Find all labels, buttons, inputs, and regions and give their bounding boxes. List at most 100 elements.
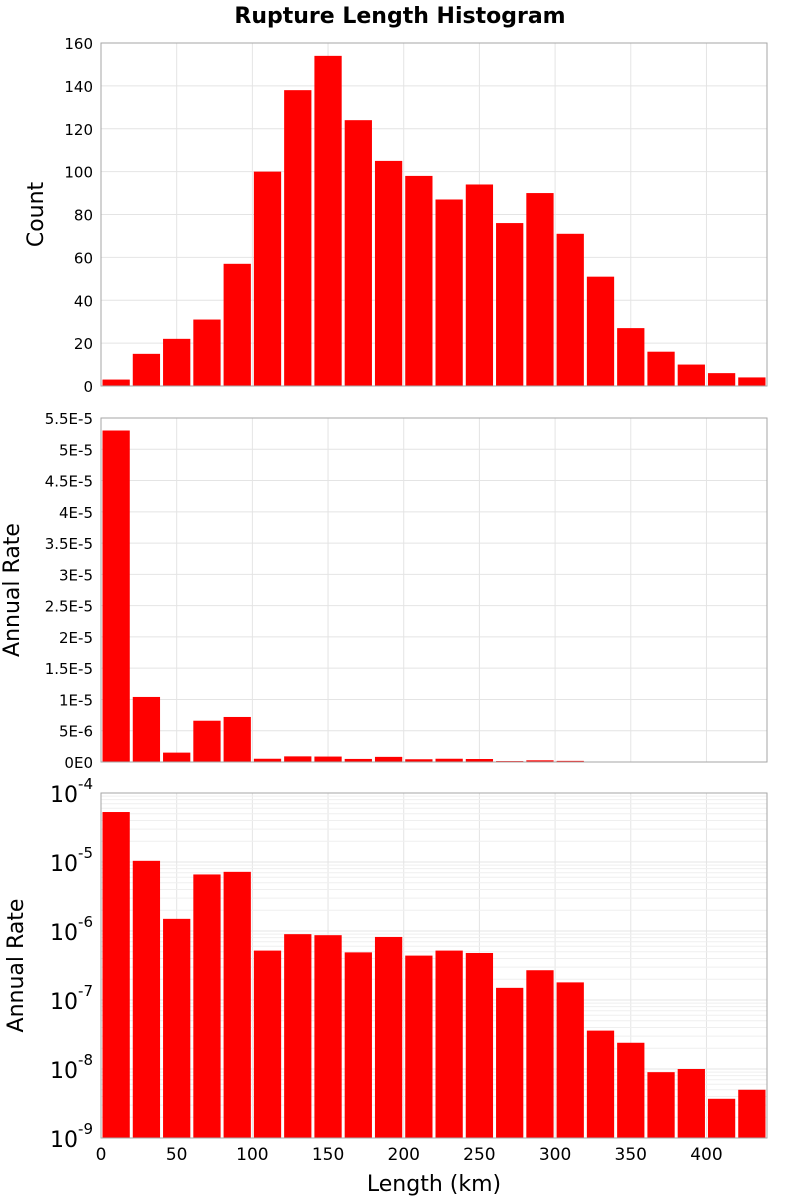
histogram-bar (344, 758, 372, 762)
y-tick-label: 5E-6 (59, 723, 93, 741)
histogram-bar (132, 860, 161, 1138)
chart-panel-1: 0 20 40 60 80 100 120 140 160 Count (24, 35, 768, 396)
histogram-bar (586, 276, 615, 386)
y-tick-exponent: -9 (78, 1120, 93, 1138)
y-tick-label: 160 (64, 35, 93, 53)
histogram-bar (253, 171, 282, 386)
y-tick-exponent: -5 (78, 844, 93, 862)
y-tick-label: 5.5E-5 (45, 410, 93, 428)
y-tick-label: 5E-5 (59, 441, 93, 459)
histogram-bar (526, 193, 554, 386)
y-tick-label: 40 (74, 292, 93, 310)
x-tick-label: 300 (539, 1145, 571, 1165)
histogram-bar (435, 199, 463, 386)
histogram-bar (738, 1089, 766, 1138)
histogram-bar (344, 120, 372, 387)
histogram-bar (314, 756, 342, 762)
y-tick-base: 10 (50, 1059, 78, 1084)
histogram-bar (163, 752, 191, 762)
histogram-bar (496, 223, 524, 386)
histogram-bar (617, 1042, 645, 1138)
x-axis-title: Length (km) (367, 1172, 501, 1197)
histogram-bar (374, 756, 403, 762)
histogram-bar (435, 758, 463, 762)
histogram-bar (465, 758, 494, 762)
plot-frame (100, 417, 768, 763)
histogram-bar (132, 353, 161, 386)
y-tick-label: 4.5E-5 (45, 473, 93, 491)
x-tick-label: 350 (615, 1145, 647, 1165)
histogram-bar (193, 319, 221, 386)
histogram-bar (284, 756, 312, 762)
y-tick-base: 10 (50, 783, 78, 808)
x-tick-label: 50 (166, 1145, 188, 1165)
histogram-bar (617, 328, 645, 386)
histogram-bar (253, 758, 282, 762)
histogram-bar (677, 364, 705, 386)
histogram-bar (163, 338, 191, 386)
histogram-bar (253, 950, 282, 1138)
y-tick-label: 10-7 (50, 982, 93, 1015)
y-tick-label: 80 (74, 207, 93, 225)
histogram-bar (102, 812, 130, 1138)
y-tick-label: 10-4 (50, 775, 93, 808)
y-tick-label: 140 (64, 78, 93, 96)
y-tick-base: 10 (50, 921, 78, 946)
y-tick-label: 10-5 (50, 844, 93, 877)
y-tick-base: 10 (50, 1128, 78, 1153)
histogram-bar (465, 952, 494, 1138)
y-tick-label: 4E-5 (59, 504, 93, 522)
y-tick-exponent: -8 (78, 1051, 93, 1069)
x-tick-label: 200 (388, 1145, 420, 1165)
histogram-bar (556, 233, 584, 386)
y-tick-label: 3.5E-5 (45, 535, 93, 553)
histogram-bar (556, 760, 584, 762)
histogram-bar (314, 55, 342, 387)
histogram-bar (707, 373, 736, 386)
y-tick-label: 1.5E-5 (45, 660, 93, 678)
y-tick-label: 120 (64, 121, 93, 139)
histogram-bar (405, 955, 433, 1138)
y-axis-title: Count (24, 181, 49, 247)
x-tick-label: 400 (690, 1145, 722, 1165)
histogram-bar (526, 970, 554, 1138)
y-tick-exponent: -7 (78, 982, 93, 1000)
y-tick-label: 20 (74, 335, 93, 353)
histogram-bar (223, 716, 251, 762)
histogram-bar (284, 90, 312, 386)
histogram-bar (102, 430, 130, 762)
x-axis-ticks: 0 50 100 150 200 250 300 350 400 (96, 1145, 723, 1165)
histogram-bar (314, 935, 342, 1138)
y-tick-label: 60 (74, 249, 93, 267)
histogram-bar (586, 1030, 615, 1138)
chart-title: Rupture Length Histogram (234, 4, 565, 29)
y-axis-title: Annual Rate (4, 899, 29, 1033)
y-tick-label: 10-8 (50, 1051, 93, 1084)
histogram-bar (738, 377, 766, 386)
histogram-bar (132, 696, 161, 762)
histogram-bar (284, 934, 312, 1138)
y-tick-label: 10-6 (50, 913, 93, 946)
histogram-bar (223, 871, 251, 1138)
chart-panel-2: 0E0 5E-6 1E-5 1.5E-5 2E-5 2.5E-5 3E-5 3.5E-5 4E-… (0, 410, 768, 772)
histogram-bar (374, 936, 403, 1138)
y-tick-label: 0 (83, 378, 93, 396)
histogram-bar (405, 759, 433, 762)
histogram-bar (102, 379, 130, 386)
histogram-bar (435, 950, 463, 1138)
y-tick-label: 1E-5 (59, 691, 93, 709)
x-tick-label: 150 (312, 1145, 344, 1165)
histogram-bar (556, 982, 584, 1138)
histogram-bar (405, 175, 433, 386)
y-tick-exponent: -6 (78, 913, 93, 931)
histogram-bar (193, 720, 221, 762)
y-tick-base: 10 (50, 990, 78, 1015)
histogram-bar (647, 351, 675, 386)
x-tick-label: 100 (236, 1145, 268, 1165)
histogram-bar (374, 160, 403, 386)
y-axis-title: Annual Rate (0, 523, 25, 657)
histogram-bar (526, 760, 554, 762)
y-tick-label: 0E0 (64, 754, 93, 772)
